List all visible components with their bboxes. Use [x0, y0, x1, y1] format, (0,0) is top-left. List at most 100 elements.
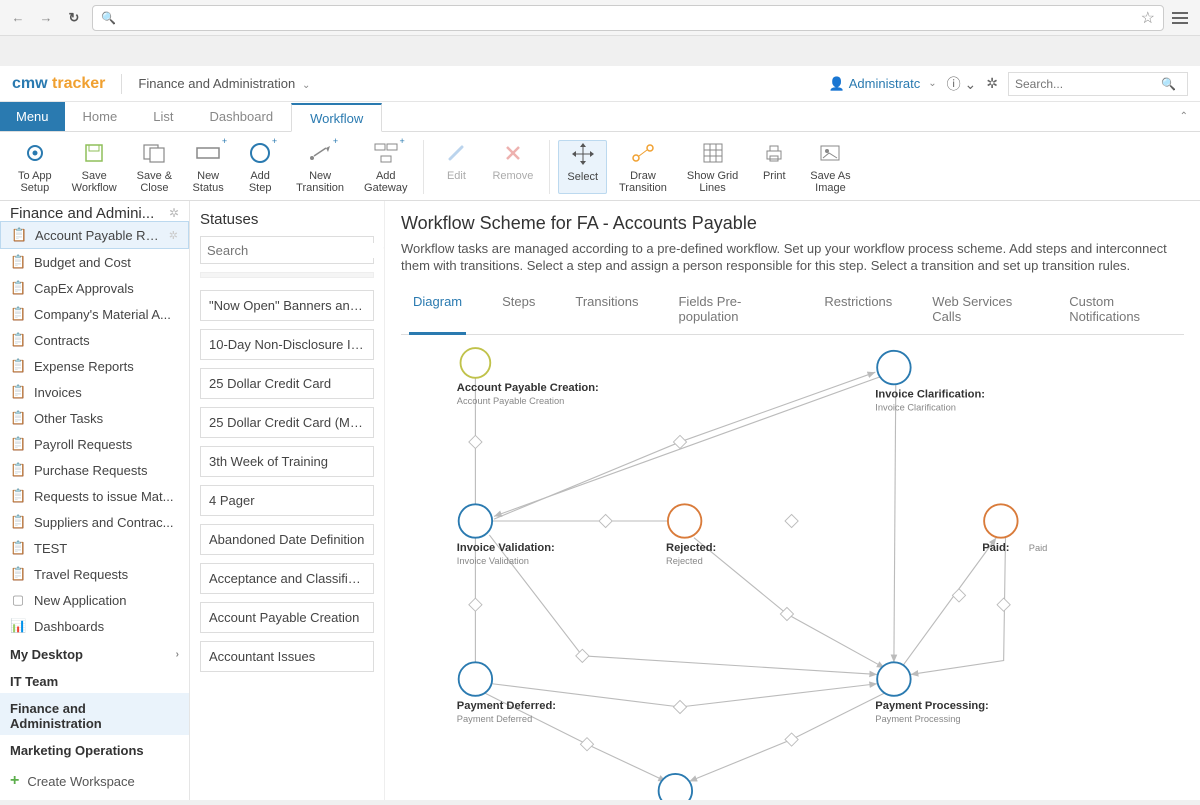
sidebar-group[interactable]: My Desktop› [0, 639, 189, 666]
subtab-diagram[interactable]: Diagram [409, 286, 466, 335]
sidebar-item[interactable]: 📋Contracts [0, 327, 189, 353]
ribbon-save-workflow[interactable]: Save Workflow [64, 140, 125, 194]
subtab-steps[interactable]: Steps [498, 286, 539, 334]
gear-icon[interactable]: ✲ [169, 206, 179, 220]
forward-button[interactable]: → [36, 8, 56, 28]
status-item[interactable]: 25 Dollar Credit Card (Moc... [200, 407, 374, 438]
ribbon-new-transition[interactable]: +New Transition [288, 140, 352, 194]
workflow-diagram[interactable]: Account Payable Creation:Account Payable… [401, 335, 1184, 800]
workflow-node[interactable] [877, 662, 910, 695]
statuses-panel: Statuses 🔍 "Now Open" Banners and/... 10-… [190, 201, 385, 800]
node-title: Payment Deferred: [457, 700, 556, 712]
ribbon-toolbar: To App SetupSave WorkflowSave & Close+Ne… [0, 132, 1200, 201]
image-icon [819, 140, 841, 166]
status-search-input[interactable] [207, 243, 383, 258]
ribbon-print[interactable]: Print [750, 140, 798, 194]
sidebar-item[interactable]: 📊Dashboards [0, 613, 189, 639]
workflow-node[interactable] [459, 662, 492, 695]
node-subtitle: Rejected [666, 556, 703, 566]
status-item[interactable]: Abandoned Date Definition [200, 524, 374, 555]
ribbon-select[interactable]: Select [558, 140, 607, 194]
gear-icon [24, 140, 46, 166]
top-tab-home[interactable]: Home [65, 102, 136, 131]
folder-icon: 📋 [10, 358, 26, 374]
back-button[interactable]: ← [8, 8, 28, 28]
browser-menu-icon[interactable] [1172, 8, 1192, 28]
sidebar-item[interactable]: 📋Company's Material A... [0, 301, 189, 327]
sidebar-item[interactable]: 📋CapEx Approvals [0, 275, 189, 301]
ribbon-to-app-setup[interactable]: To App Setup [10, 140, 60, 194]
status-item[interactable]: 4 Pager [200, 485, 374, 516]
gear-icon[interactable]: ✲ [986, 75, 998, 92]
sidebar-item[interactable]: 📋Account Payable Requ...✲ [0, 221, 189, 249]
sidebar-group[interactable]: Finance and Administration [0, 693, 189, 735]
node-subtitle: Account Payable Creation [457, 396, 565, 406]
status-item[interactable]: Account Payable Creation [200, 602, 374, 633]
status-scrollbar [200, 272, 374, 278]
sidebar-item[interactable]: 📋Invoices [0, 379, 189, 405]
statuses-title: Statuses [200, 211, 374, 228]
workflow-node[interactable] [984, 504, 1017, 537]
collapse-ribbon-icon[interactable]: ⌃ [1168, 102, 1200, 131]
status-item[interactable]: "Now Open" Banners and/... [200, 290, 374, 321]
top-tab-list[interactable]: List [135, 102, 191, 131]
ribbon-new-status[interactable]: +New Status [184, 140, 232, 194]
ribbon-add-step[interactable]: +Add Step [236, 140, 284, 194]
subtab-fields-pre-population[interactable]: Fields Pre-population [674, 286, 788, 334]
top-tab-workflow[interactable]: Workflow [291, 103, 382, 132]
url-bar[interactable]: 🔍 ☆ [92, 5, 1164, 31]
workflow-node[interactable] [668, 504, 701, 537]
global-search-input[interactable] [1015, 77, 1155, 91]
workflow-node[interactable] [459, 504, 492, 537]
workflow-node[interactable] [877, 351, 910, 384]
status-search[interactable]: 🔍 [200, 236, 374, 264]
ribbon-add-gateway[interactable]: +Add Gateway [356, 140, 415, 194]
status-item[interactable]: 10-Day Non-Disclosure Init... [200, 329, 374, 360]
browser-toolbar: ← → ↻ 🔍 ☆ [0, 0, 1200, 36]
status-item[interactable]: 25 Dollar Credit Card [200, 368, 374, 399]
user-link[interactable]: 👤 Administratc ⌄ [829, 76, 937, 92]
top-tab-dashboard[interactable]: Dashboard [191, 102, 291, 131]
workspace-selector[interactable]: Finance and Administration ⌄ [138, 76, 310, 91]
sidebar-item[interactable]: 📋Expense Reports [0, 353, 189, 379]
folder-icon: 📋 [10, 410, 26, 426]
reload-button[interactable]: ↻ [64, 8, 84, 28]
print-icon [763, 140, 785, 166]
help-icon[interactable]: ⓘ ⌄ [947, 74, 977, 94]
folder-icon: 📋 [11, 227, 27, 243]
sidebar-group[interactable]: Marketing Operations [0, 735, 189, 762]
ribbon-show-grid[interactable]: Show Grid Lines [679, 140, 746, 194]
ribbon-save-image[interactable]: Save As Image [802, 140, 858, 194]
global-search[interactable]: 🔍 [1008, 72, 1188, 96]
subtab-custom-notifications[interactable]: Custom Notifications [1065, 286, 1176, 334]
workflow-node[interactable] [659, 774, 692, 800]
sidebar-item[interactable]: 📋Other Tasks [0, 405, 189, 431]
sidebar-item[interactable]: 📋Requests to issue Mat... [0, 483, 189, 509]
page-description: Workflow tasks are managed according to … [401, 240, 1184, 274]
sidebar-item[interactable]: 📋Budget and Cost [0, 249, 189, 275]
ribbon-draw-transition[interactable]: Draw Transition [611, 140, 675, 194]
ribbon-save-close[interactable]: Save & Close [129, 140, 180, 194]
bookmark-icon[interactable]: ☆ [1141, 8, 1155, 28]
grid-icon [702, 140, 724, 166]
status-item[interactable]: Accountant Issues [200, 641, 374, 672]
sidebar-item[interactable]: 📋Payroll Requests [0, 431, 189, 457]
sidebar-item[interactable]: 📋Purchase Requests [0, 457, 189, 483]
subtab-web-services-calls[interactable]: Web Services Calls [928, 286, 1033, 334]
sidebar-item[interactable]: 📋Travel Requests [0, 561, 189, 587]
gear-icon[interactable]: ✲ [169, 229, 178, 242]
sidebar-group[interactable]: IT Team [0, 666, 189, 693]
url-input[interactable] [122, 10, 1135, 25]
node-title: Invoice Clarification: [875, 388, 985, 400]
menu-button[interactable]: Menu [0, 102, 65, 131]
status-item[interactable]: 3th Week of Training [200, 446, 374, 477]
folder-icon: 📋 [10, 254, 26, 270]
subtab-restrictions[interactable]: Restrictions [820, 286, 896, 334]
sidebar-item[interactable]: 📋Suppliers and Contrac... [0, 509, 189, 535]
status-item[interactable]: Acceptance and Classificati... [200, 563, 374, 594]
sidebar-item[interactable]: 📋TEST [0, 535, 189, 561]
sidebar-item[interactable]: ▢New Application [0, 587, 189, 613]
subtab-transitions[interactable]: Transitions [571, 286, 642, 334]
create-workspace-button[interactable]: + Create Workspace [0, 762, 189, 800]
workflow-node[interactable] [461, 348, 491, 378]
